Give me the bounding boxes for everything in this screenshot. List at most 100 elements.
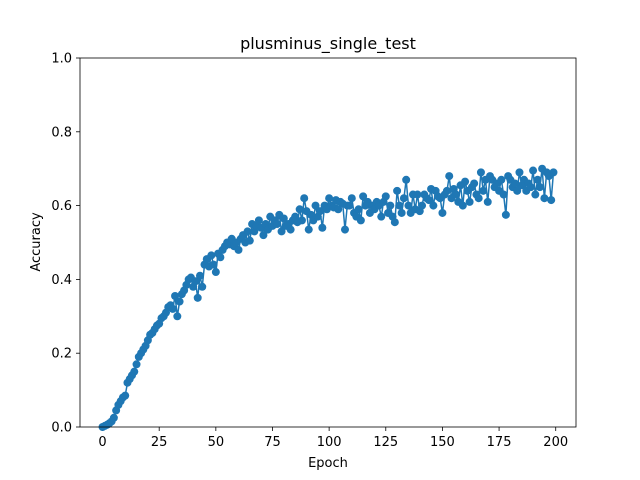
data-point (381, 192, 390, 201)
data-point (356, 216, 365, 225)
data-point (245, 236, 254, 245)
data-point (465, 197, 474, 206)
data-point (413, 190, 422, 199)
x-tick-label: 200 (543, 435, 568, 450)
data-point (347, 194, 356, 203)
data-point (211, 268, 220, 277)
data-point (404, 201, 413, 210)
x-tick-label: 100 (317, 435, 342, 450)
data-point (193, 293, 202, 302)
data-point (132, 360, 141, 369)
x-tick-label: 0 (98, 435, 106, 450)
data-point (533, 175, 542, 184)
data-point (497, 175, 506, 184)
data-point (345, 201, 354, 210)
data-point (395, 201, 404, 210)
data-point (254, 216, 263, 225)
data-point (359, 192, 368, 201)
data-point (234, 245, 243, 254)
y-tick-label: 0.2 (51, 347, 72, 362)
data-point (304, 225, 313, 234)
data-point (209, 260, 218, 269)
data-point (501, 210, 510, 219)
data-point (526, 183, 535, 192)
data-point (515, 168, 524, 177)
data-point (340, 225, 349, 234)
data-point (277, 227, 286, 236)
x-tick-label: 75 (264, 435, 281, 450)
data-point (476, 168, 485, 177)
data-point (531, 190, 540, 199)
data-point (483, 197, 492, 206)
data-point (216, 253, 225, 262)
x-tick-label: 125 (373, 435, 398, 450)
data-point (300, 194, 309, 203)
data-point (429, 201, 438, 210)
data-point (499, 190, 508, 199)
data-point (390, 218, 399, 227)
x-tick-label: 175 (487, 435, 512, 450)
y-axis-label: Accuracy (29, 212, 44, 272)
axes-frame (79, 57, 577, 428)
data-point (510, 179, 519, 188)
data-point (377, 212, 386, 221)
data-point (207, 251, 216, 260)
data-point (334, 205, 343, 214)
data-point (402, 175, 411, 184)
data-point (386, 201, 395, 210)
data-point (297, 216, 306, 225)
data-point (354, 205, 363, 214)
data-point (173, 312, 182, 321)
data-point (418, 201, 427, 210)
data-point (243, 227, 252, 236)
data-point (461, 177, 470, 186)
data-point (393, 186, 402, 195)
data-point (397, 208, 406, 217)
data-point (175, 297, 184, 306)
data-point (295, 205, 304, 214)
data-point (529, 166, 538, 175)
data-point (168, 304, 177, 313)
data-point (547, 196, 556, 205)
y-tick-label: 1.0 (51, 52, 72, 67)
data-point (540, 194, 549, 203)
data-point (311, 201, 320, 210)
data-point (130, 367, 139, 376)
y-tick-label: 0.8 (51, 125, 72, 140)
data-point (513, 186, 522, 195)
x-tick-label: 150 (430, 435, 455, 450)
data-point (286, 225, 295, 234)
data-point (452, 190, 461, 199)
data-point (458, 201, 467, 210)
data-point (279, 214, 288, 223)
chart-title: plusminus_single_test (240, 34, 416, 54)
x-tick-label: 25 (151, 435, 168, 450)
data-point (424, 196, 433, 205)
data-point (470, 179, 479, 188)
data-point (109, 413, 118, 422)
data-point (259, 231, 268, 240)
data-point (438, 208, 447, 217)
data-point (191, 277, 200, 286)
data-point (325, 194, 334, 203)
data-point (316, 207, 325, 216)
data-point (195, 271, 204, 280)
data-point (474, 194, 483, 203)
data-point (198, 282, 207, 291)
data-point (171, 292, 180, 301)
y-tick-label: 0.0 (51, 421, 72, 436)
x-axis-label: Epoch (308, 456, 348, 471)
x-tick-label: 50 (208, 435, 225, 450)
data-point (445, 172, 454, 181)
data-point (399, 194, 408, 203)
y-tick-label: 0.6 (51, 199, 72, 214)
data-point (549, 168, 558, 177)
data-point (318, 223, 327, 232)
data-point (121, 391, 130, 400)
data-point (535, 183, 544, 192)
y-tick-label: 0.4 (51, 273, 72, 288)
data-point (273, 220, 282, 229)
data-point (442, 186, 451, 195)
